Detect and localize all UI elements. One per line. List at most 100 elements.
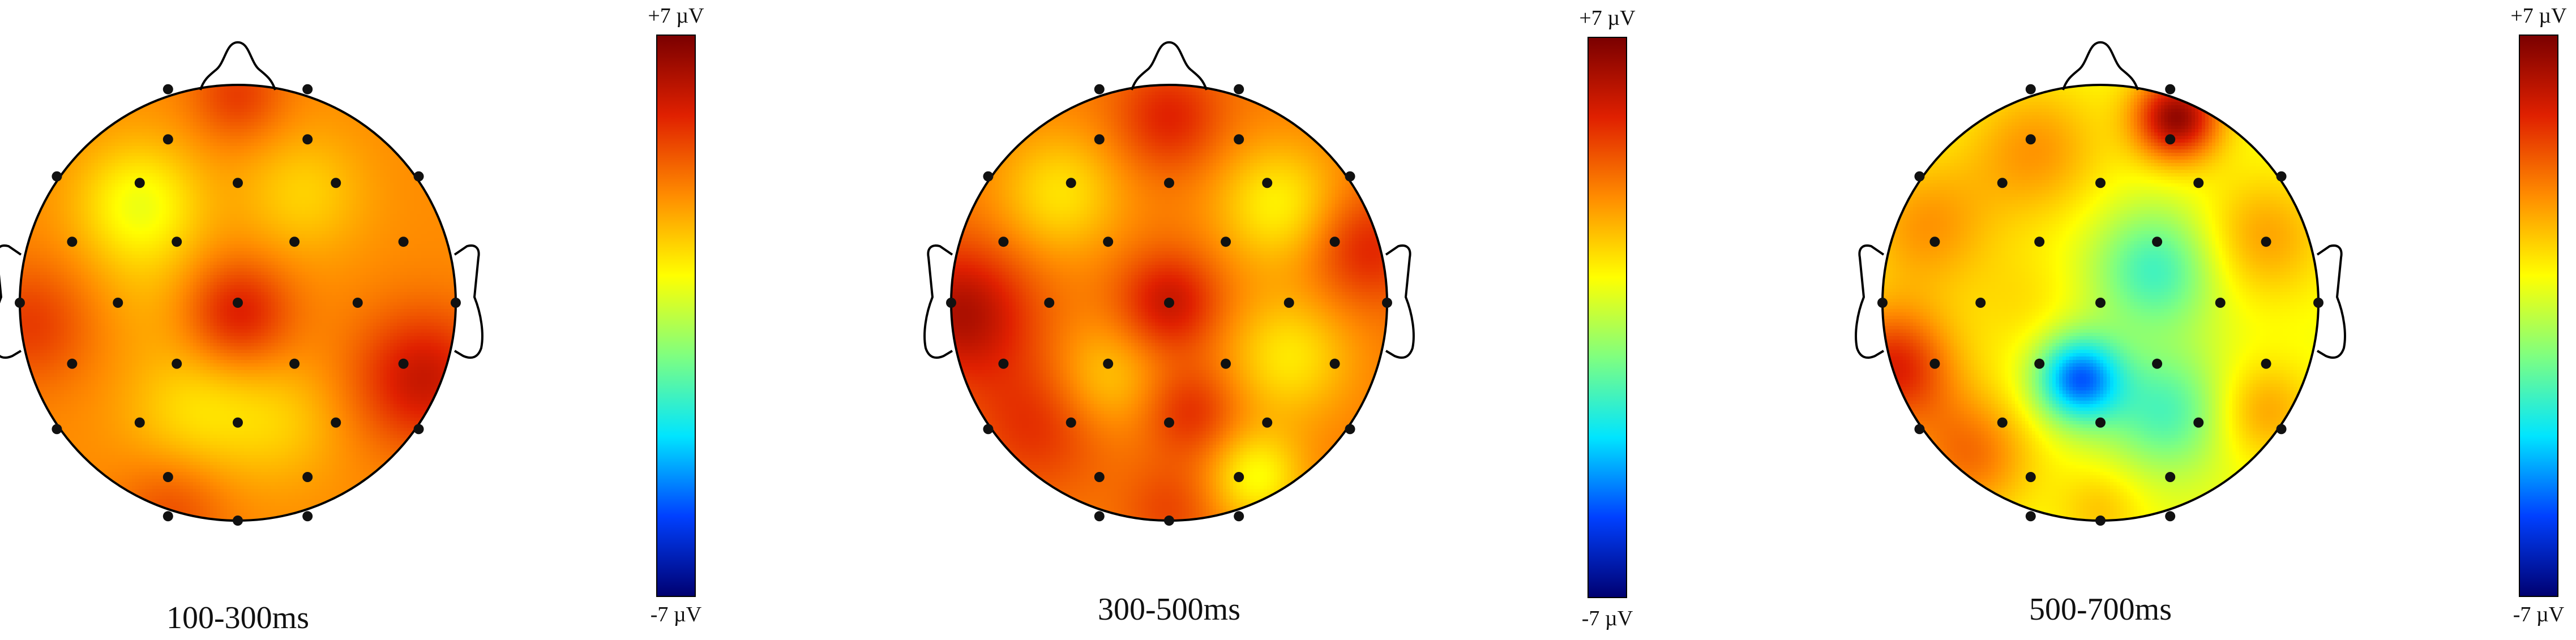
electrode-dot — [1094, 511, 1105, 522]
electrode-dot — [2025, 84, 2036, 95]
electrode-dot — [998, 237, 1009, 247]
left-ear-outline — [923, 244, 953, 359]
electrode-dot — [2034, 358, 2045, 369]
electrode-dot — [113, 298, 123, 308]
electrode-dot — [1103, 358, 1114, 369]
electrode-dot — [2025, 134, 2036, 145]
colorbar-group: +7 µV -7 µV — [648, 4, 704, 626]
electrode-dot — [1103, 237, 1114, 247]
colorbar-group: +7 µV -7 µV — [2510, 4, 2567, 626]
colorbar — [2519, 35, 2558, 597]
electrode-dot — [2165, 472, 2176, 482]
electrode-dot — [983, 424, 994, 435]
colorbar — [1587, 37, 1627, 598]
electrode-dot — [2261, 237, 2271, 247]
scalp-map-group — [1882, 85, 2318, 521]
electrode-dot — [2025, 472, 2036, 482]
electrode-dot — [1929, 237, 1940, 247]
time-window-caption: 100-300ms — [166, 600, 309, 635]
electrode-dot — [352, 298, 363, 308]
topomap-panel-2: 300-500ms +7 µV -7 µV — [923, 6, 1636, 630]
nose-outline — [2062, 41, 2139, 91]
electrode-dot — [1345, 424, 1355, 435]
electrode-dot — [946, 298, 956, 308]
right-ear-outline — [2316, 244, 2346, 359]
electrode-dot — [2165, 84, 2176, 95]
electrode-dot — [1975, 298, 1986, 308]
electrode-dot — [302, 84, 313, 95]
electrode-dot — [172, 237, 182, 247]
electrode-dot — [2276, 171, 2287, 182]
colorbar-min-label: -7 µV — [2513, 603, 2565, 626]
electrode-dots — [946, 84, 1392, 526]
electrode-dot — [1997, 417, 2008, 428]
colorbar — [656, 35, 696, 597]
left-ear-outline — [1855, 244, 1885, 359]
electrode-dot — [233, 298, 243, 308]
electrode-dot — [2276, 424, 2287, 435]
electrode-dot — [1066, 417, 1076, 428]
electrode-dot — [331, 417, 341, 428]
electrode-dot — [52, 171, 62, 182]
electrode-dot — [1066, 178, 1076, 188]
time-window-caption: 500-700ms — [2029, 592, 2172, 627]
electrode-dot — [1914, 424, 1925, 435]
electrode-dot — [2152, 237, 2163, 247]
electrode-dot — [1044, 298, 1055, 308]
electrode-dot — [162, 84, 173, 95]
colorbar-group: +7 µV -7 µV — [1579, 6, 1636, 630]
electrode-dot — [413, 424, 424, 435]
electrode-dot — [2095, 417, 2106, 428]
electrode-dot — [1329, 237, 1340, 247]
electrode-dot — [67, 237, 78, 247]
electrode-dot — [1221, 358, 1231, 369]
time-window-caption: 300-500ms — [1098, 592, 1240, 627]
electrode-dots — [1877, 84, 2323, 526]
colorbar-max-label: +7 µV — [2510, 4, 2567, 28]
electrode-dot — [2025, 511, 2036, 522]
nose-outline — [199, 41, 276, 91]
electrode-dot — [233, 178, 243, 188]
electrode-dot — [1234, 134, 1244, 145]
electrode-dot — [289, 237, 300, 247]
electrode-dot — [2095, 298, 2106, 308]
electrode-dot — [172, 358, 182, 369]
electrode-dot — [1234, 511, 1244, 522]
electrode-dot — [413, 171, 424, 182]
electrode-dot — [1914, 171, 1925, 182]
electrode-dot — [1262, 417, 1273, 428]
electrode-dot — [983, 171, 994, 182]
electrode-dot — [302, 511, 313, 522]
electrode-dot — [398, 237, 409, 247]
topomap-panel-1: 100-300ms +7 µV -7 µV — [0, 4, 704, 635]
electrode-dot — [2193, 178, 2204, 188]
electrode-group — [15, 84, 461, 526]
electrode-dot — [134, 417, 145, 428]
electrode-dot — [1164, 516, 1174, 526]
electrode-dots — [15, 84, 461, 526]
electrode-dot — [1094, 472, 1105, 482]
electrode-dot — [2261, 358, 2271, 369]
electrode-dot — [398, 358, 409, 369]
electrode-dot — [1094, 134, 1105, 145]
colorbar-min-label: -7 µV — [651, 603, 702, 626]
electrode-dot — [1164, 417, 1174, 428]
electrode-dot — [1329, 358, 1340, 369]
electrode-dot — [2215, 298, 2226, 308]
electrode-dot — [302, 472, 313, 482]
electrode-dot — [2034, 237, 2045, 247]
electrode-dot — [1234, 472, 1244, 482]
electrode-dot — [2165, 511, 2176, 522]
electrode-dot — [52, 424, 62, 435]
electrode-dot — [1283, 298, 1294, 308]
electrode-dot — [998, 358, 1009, 369]
electrode-dot — [162, 472, 173, 482]
nose-outline — [1131, 41, 1208, 91]
electrode-dot — [1262, 178, 1273, 188]
electrode-dot — [2165, 134, 2176, 145]
electrode-dot — [1997, 178, 2008, 188]
electrode-dot — [2095, 516, 2106, 526]
electrode-dot — [1221, 237, 1231, 247]
electrode-dot — [2095, 178, 2106, 188]
